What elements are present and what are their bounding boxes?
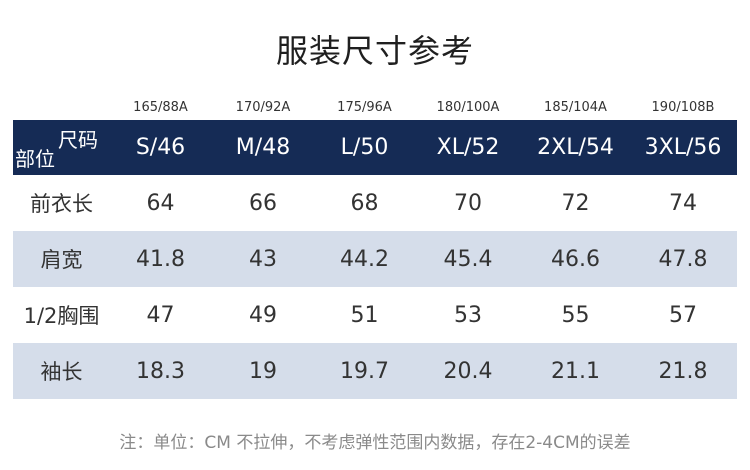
table-cell: 45.4 [443,246,493,272]
corner-part-label: 部位 [15,147,55,171]
table-cell: 21.1 [551,358,600,384]
size-table: 尺码 部位 S/46 M/48 L/50 XL/52 2XL/54 3XL/56… [13,120,737,399]
page-title: 服装尺寸参考 [275,32,474,70]
table-cell: 43 [249,246,277,272]
table-header-row: 尺码 部位 S/46 M/48 L/50 XL/52 2XL/54 3XL/56 [13,120,737,175]
table-cell: 68 [350,190,379,216]
table-cell: 41.8 [136,246,185,272]
size-code-row: 165/88A 170/92A 175/96A 180/100A 185/104… [13,98,737,118]
table-cell: 64 [146,190,175,216]
row-label: 袖长 [40,360,83,384]
size-header: S/46 [135,135,186,160]
table-cell: 66 [249,190,277,216]
table-cell: 19 [249,358,277,384]
size-code: 170/92A [235,100,291,115]
size-code: 175/96A [337,100,392,115]
row-label: 1/2胸围 [23,304,100,328]
size-code: 185/104A [544,100,607,115]
table-cell: 19.7 [340,358,389,384]
table-cell: 44.2 [340,246,389,272]
size-header: 3XL/56 [644,135,722,160]
size-header: M/48 [235,135,291,160]
size-code: 165/88A [133,100,188,115]
table-cell: 57 [669,302,697,328]
table-cell: 49 [249,302,277,328]
code-spacer [13,98,110,118]
table-row: 肩宽 41.8 43 44.2 45.4 46.6 47.8 [13,231,737,287]
table-cell: 51 [350,302,379,328]
size-header: XL/52 [436,135,500,160]
row-label: 前衣长 [30,192,93,216]
table-cell: 72 [561,190,590,216]
corner-cell: 尺码 部位 [13,120,110,175]
row-label: 肩宽 [40,248,83,272]
size-header: L/50 [340,135,389,160]
corner-size-label: 尺码 [58,128,98,152]
table-cell: 47.8 [658,246,708,272]
size-code: 190/108B [651,100,715,115]
size-header: 2XL/54 [537,135,614,160]
table-row: 1/2胸围 47 49 51 53 55 57 [13,287,737,343]
table-cell: 55 [561,302,590,328]
table-cell: 74 [669,190,697,216]
table-row: 袖长 18.3 19 19.7 20.4 21.1 21.8 [13,343,737,399]
table-cell: 21.8 [658,358,708,384]
table-cell: 46.6 [551,246,600,272]
table-cell: 47 [146,302,175,328]
table-cell: 70 [454,190,482,216]
table-cell: 18.3 [136,358,185,384]
footnote: 注：单位：CM 不拉伸，不考虑弹性范围内数据，存在2-4CM的误差 [119,433,631,453]
table-cell: 53 [454,302,482,328]
size-code: 180/100A [436,100,500,115]
table-cell: 20.4 [443,358,493,384]
table-row: 前衣长 64 66 68 70 72 74 [13,175,737,231]
